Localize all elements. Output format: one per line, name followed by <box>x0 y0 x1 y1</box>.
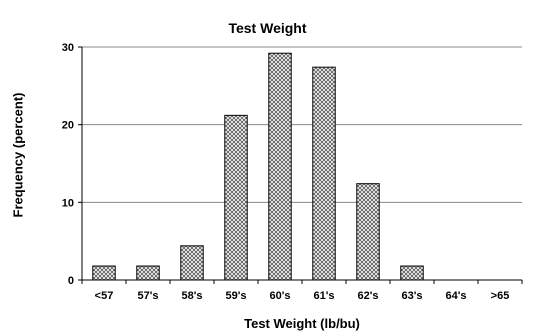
x-tick-label: 63's <box>402 290 423 302</box>
x-tick-label: 64's <box>446 290 467 302</box>
bar-1 <box>136 265 160 281</box>
y-tick-label: 20 <box>62 120 74 132</box>
y-tick-label: 10 <box>62 197 74 209</box>
bar-4 <box>268 52 292 281</box>
x-tick-label: 60's <box>270 290 291 302</box>
bar-3 <box>224 114 248 281</box>
x-tick-label: 62's <box>358 290 379 302</box>
x-axis-label: Test Weight (lb/bu) <box>244 316 360 331</box>
x-tick-label: 58's <box>182 290 203 302</box>
x-tick-label: 61's <box>314 290 335 302</box>
x-tick-label: >65 <box>491 290 510 302</box>
y-tick-label: 30 <box>62 42 74 54</box>
chart-title: Test Weight <box>228 20 307 36</box>
bar-0 <box>92 265 116 281</box>
x-tick-label: <57 <box>95 290 114 302</box>
bar-5 <box>312 66 336 281</box>
x-tick-label: 57's <box>138 290 159 302</box>
bar-6 <box>356 183 380 281</box>
bar-2 <box>180 245 204 281</box>
x-tick-label: 59's <box>226 290 247 302</box>
bar-7 <box>400 265 424 281</box>
y-tick-label: 0 <box>68 275 74 287</box>
